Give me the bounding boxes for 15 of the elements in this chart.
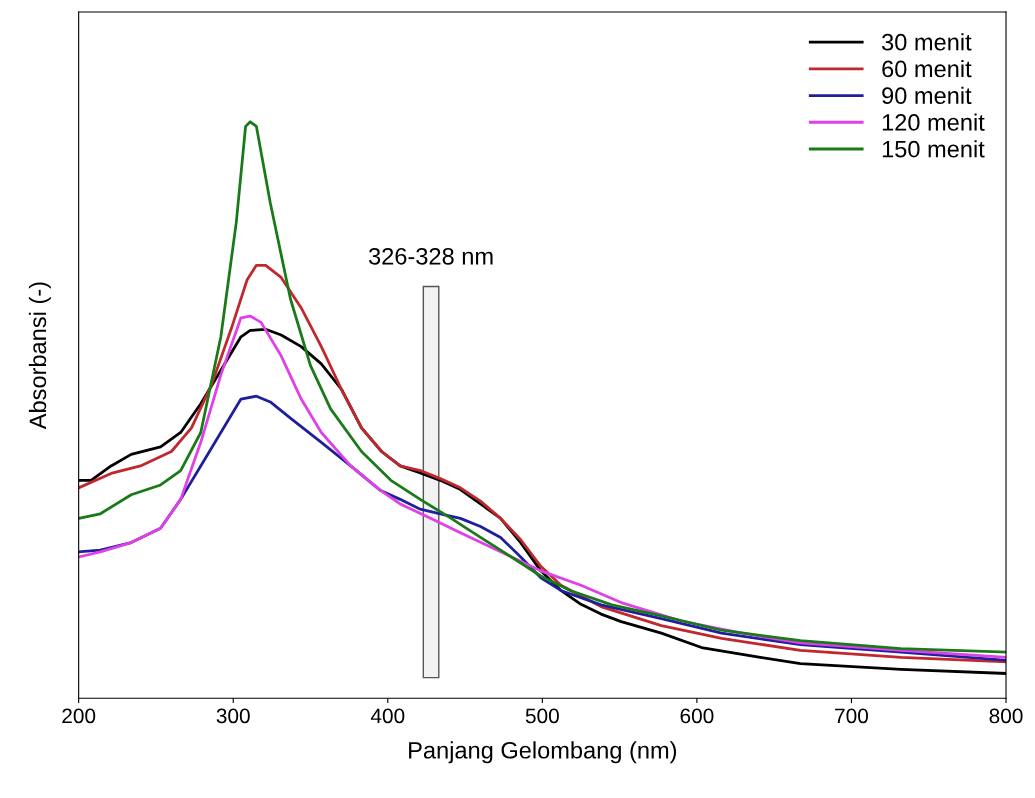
x-tick-label: 700 (835, 708, 869, 724)
legend-label: 90 menit (882, 86, 972, 105)
x-tick-label: 800 (989, 708, 1023, 724)
x-tick-label: 300 (216, 708, 250, 724)
x-tick-label: 200 (62, 708, 96, 724)
x-tick-label: 600 (680, 708, 714, 724)
x-tick-label: 400 (370, 708, 405, 724)
legend-label: 60 menit (882, 59, 972, 78)
legend-label: 30 menit (881, 33, 972, 51)
y-axis-title: Absorbansi (-) (28, 282, 51, 430)
band-label: 326-328 nm (368, 247, 493, 265)
x-axis-title: Panjang Gelombang (nm) (409, 741, 677, 764)
x-tick-label: 500 (525, 708, 559, 724)
legend-label: 120 menit (882, 113, 985, 131)
legend-label: 150 menit (882, 140, 985, 158)
